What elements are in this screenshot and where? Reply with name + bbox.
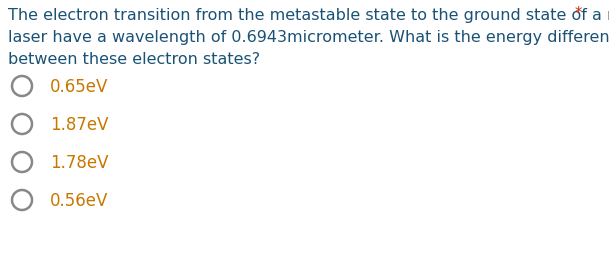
Text: *: * [575,6,582,21]
Text: 1.87eV: 1.87eV [50,116,108,134]
Text: The electron transition from the metastable state to the ground state of a ruby: The electron transition from the metasta… [8,8,609,23]
Text: 0.65eV: 0.65eV [50,78,108,96]
Text: 1.78eV: 1.78eV [50,154,108,172]
Text: between these electron states?: between these electron states? [8,52,260,67]
Text: 0.56eV: 0.56eV [50,192,108,210]
Text: laser have a wavelength of 0.6943micrometer. What is the energy difference: laser have a wavelength of 0.6943microme… [8,30,609,45]
